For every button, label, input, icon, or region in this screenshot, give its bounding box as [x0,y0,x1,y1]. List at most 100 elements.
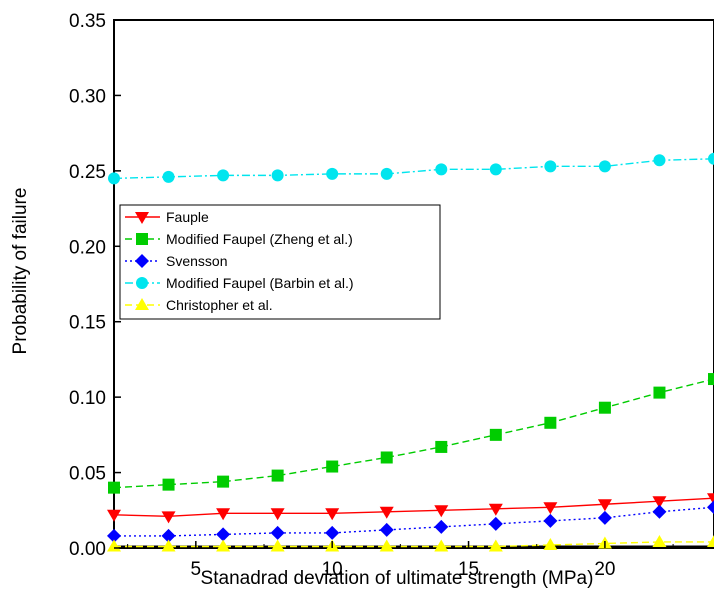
legend-label: Svensson [166,253,227,269]
data-point [325,525,340,540]
legend-entry: Svensson [125,253,227,269]
data-point [543,502,558,515]
plot-area-border [113,19,714,549]
data-point [544,160,557,173]
y-tick-label: 0.15 [69,313,106,334]
data-point [161,539,176,552]
legend-label: Fauple [166,209,209,225]
data-point [597,510,612,525]
legend-entry: Modified Faupel (Barbin et al.) [125,275,354,291]
legend-box [119,204,441,320]
data-point [652,534,667,547]
legend-marker [136,233,148,245]
y-axis-label: Probability of failure [10,188,31,355]
data-point [708,152,714,165]
data-point [543,513,558,528]
data-point [270,508,285,521]
data-point [108,172,120,185]
data-point [216,508,231,521]
data-point [216,539,231,552]
data-point [107,509,121,522]
axes-layer: 0.00 0.05 0.10 0.15 0.20 0.25 0.30 0.35 5 10 15 20 [69,11,674,580]
legend-marker [135,254,149,268]
data-point [326,167,339,180]
data-point [598,401,611,414]
data-point [326,460,339,473]
data-point [707,500,714,515]
series-line [114,506,714,537]
data-point [271,469,284,482]
series-3 [108,152,714,185]
data-point [488,539,503,552]
data-point [653,154,666,167]
data-point [489,428,502,441]
data-point [270,539,285,552]
legend-label: Modified Faupel (Zheng et al.) [166,231,353,247]
legend-entry: Modified Faupel (Zheng et al.) [125,231,353,247]
data-point [380,167,393,180]
data-point [161,528,176,543]
series-line [114,541,714,548]
y-tick-label: 0.25 [69,162,106,183]
y-tick-label: 0.35 [69,11,106,32]
x-tick-label: 15 [458,559,479,580]
data-point [379,506,394,519]
x-axis-label: Stanadrad deviation of ultimate strength… [201,568,594,589]
y-tick-label: 0.30 [69,86,106,107]
y-tick-label: 0.20 [69,237,106,258]
plot-frame [113,19,714,549]
data-point [652,504,667,519]
data-point [544,416,557,429]
legend-marker [135,298,149,310]
data-point [270,525,285,540]
data-point [708,373,714,386]
data-point [434,519,449,534]
data-point [379,539,394,552]
data-point [652,496,667,509]
data-point [597,499,612,512]
data-point [489,163,502,176]
data-point [161,511,176,524]
legend-label: Christopher et al. [166,297,273,313]
data-point [380,451,393,464]
x-tick-label: 10 [322,559,343,580]
data-point [653,386,666,399]
data-point [162,170,175,183]
series-line [113,497,714,518]
series-2 [107,500,714,543]
data-point [325,508,340,521]
data-point [217,169,230,182]
data-point [707,534,714,547]
y-tick-label: 0.10 [69,388,106,409]
data-point [434,505,449,518]
series-4 [107,534,714,552]
data-point [488,516,503,531]
legend-marker [136,277,148,289]
data-point [162,478,175,491]
data-point [107,528,121,543]
data-point [271,169,284,182]
data-point [217,475,230,488]
legend-entry: Fauple [125,209,209,225]
series-line [113,158,714,180]
series-line [113,378,714,489]
data-point [379,522,394,537]
legend-label: Modified Faupel (Barbin et al.) [166,275,354,291]
data-point [216,527,231,542]
series-1 [108,373,714,494]
data-point [434,539,449,552]
data-point [435,163,448,176]
y-tick-label: 0.05 [69,464,106,485]
y-tick-label: 0.00 [69,539,106,560]
legend-marker [135,212,149,224]
x-tick-label: 20 [594,559,615,580]
data-point [543,537,558,550]
series-0 [107,493,714,524]
legend: Fauple Modified Faupel (Zheng et al.) Sven… [119,204,441,320]
legend-entry: Christopher et al. [125,297,273,313]
data-point [435,440,448,453]
data-point [488,503,503,516]
data-point [598,160,611,173]
